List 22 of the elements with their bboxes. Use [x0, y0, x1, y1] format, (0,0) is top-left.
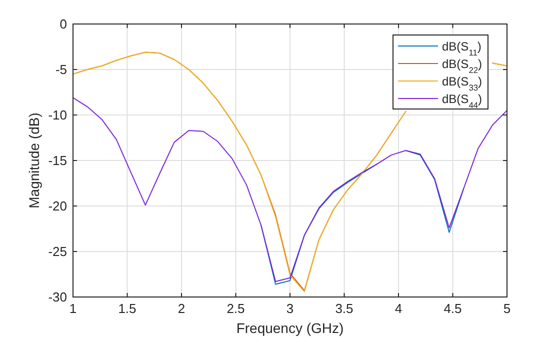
y-tick-label: -25 [48, 244, 67, 259]
x-tick-label: 1 [69, 301, 77, 316]
x-tick-label: 1.5 [118, 301, 136, 316]
x-tick-label: 4.5 [444, 301, 462, 316]
y-tick-label: -5 [55, 62, 67, 77]
x-tick-label: 3.5 [335, 301, 354, 316]
y-tick-label: 0 [60, 16, 67, 32]
legend-label: dB(S$_{44}$) [442, 92, 482, 110]
y-tick-label: -30 [48, 290, 67, 304]
y-tick-label: -20 [48, 198, 67, 214]
y-tick-label: -10 [48, 108, 67, 122]
legend-label: dB(S$_{33}$) [442, 74, 482, 92]
legend-label: dB(S$_{11}$) [442, 40, 482, 58]
x-tick-label: 2.5 [226, 301, 245, 316]
x-tick-label: 5 [503, 301, 511, 316]
x-tick-label: 2 [178, 301, 186, 316]
legend-label: dB(S$_{22}$) [442, 57, 482, 75]
y-tick-label: -15 [48, 153, 67, 168]
y-axis-title: Magnitude (dB) [26, 112, 42, 208]
x-tick-label: 4 [394, 301, 402, 316]
x-axis-title: Frequency (GHz) [236, 320, 344, 336]
x-tick-label: 3 [286, 301, 294, 316]
